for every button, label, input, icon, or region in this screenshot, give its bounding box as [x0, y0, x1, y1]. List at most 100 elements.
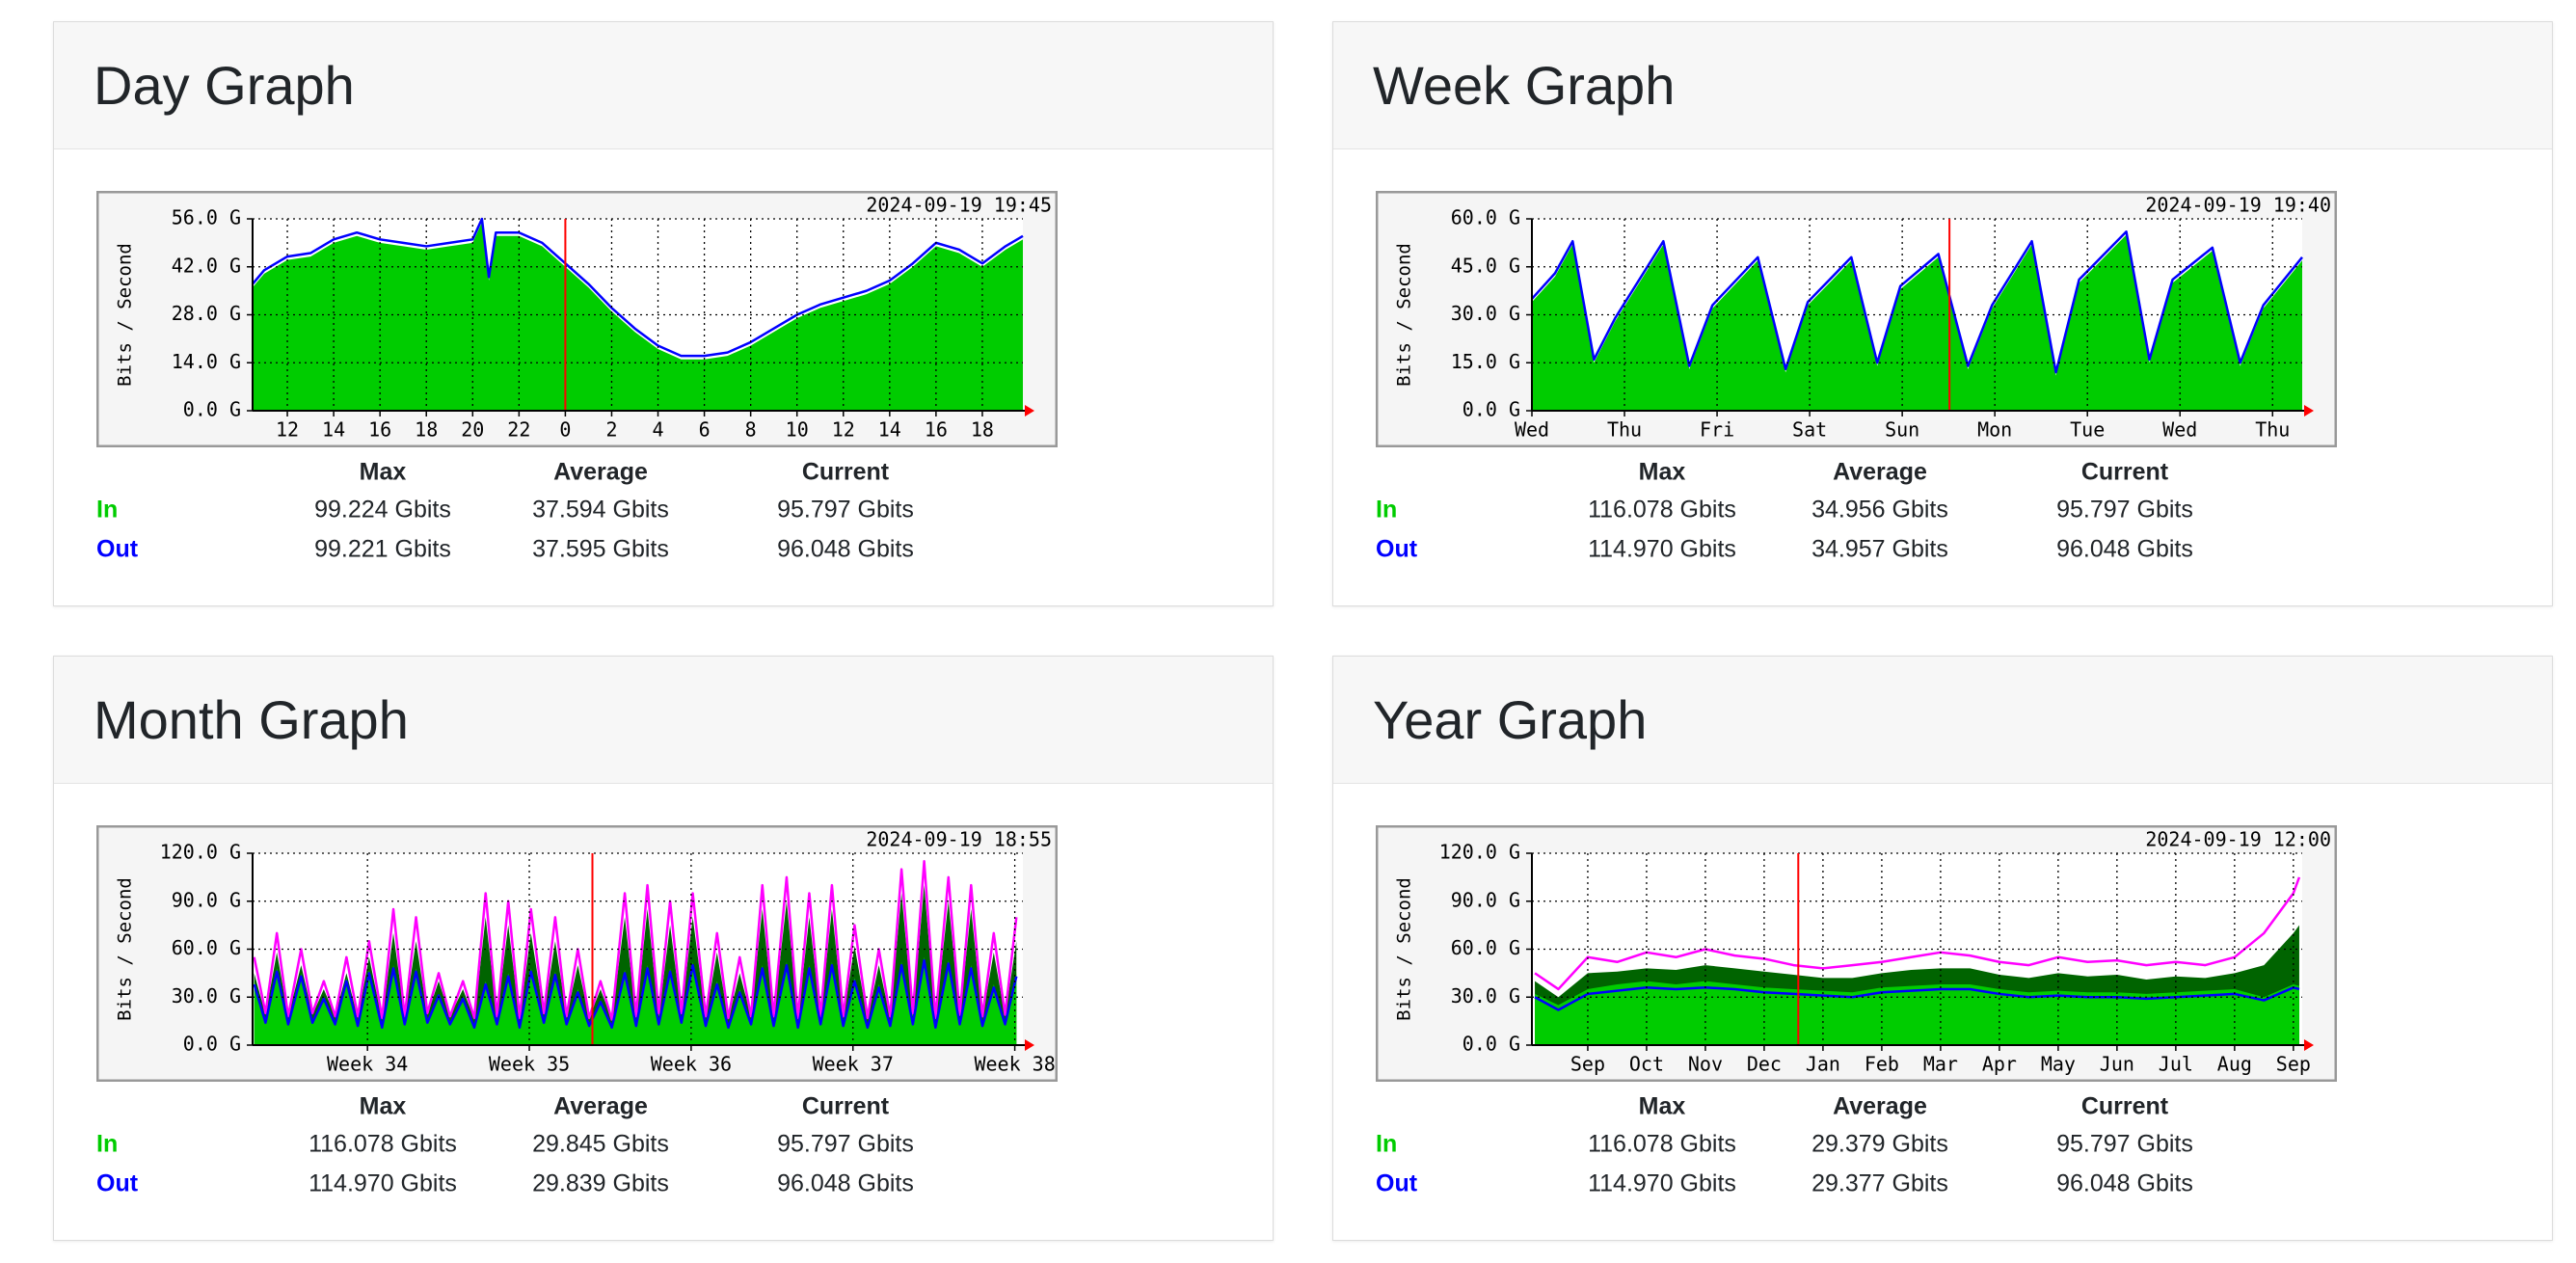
x-tick-label: 10: [786, 418, 809, 442]
series-area: [254, 956, 1017, 1045]
stats-cell: 37.595 Gbits: [532, 535, 669, 563]
x-tick-label: Tue: [2070, 418, 2105, 442]
x-tick-label: Thu: [2255, 418, 2290, 442]
x-tick-label: 18: [415, 418, 438, 442]
graph: 2024-09-19 19:45 Bits / Second 0.0 G 14.0 G…: [96, 191, 1058, 447]
x-tick-label: 22: [507, 418, 530, 442]
timestamp: 2024-09-19 18:55: [866, 828, 1052, 851]
stats-row-label: Out: [1376, 1169, 1418, 1197]
x-tick-label: 12: [276, 418, 299, 442]
y-tick-label: 60.0 G: [172, 936, 241, 959]
y-tick-label: 30.0 G: [1451, 984, 1520, 1008]
x-tick-label: Jul: [2159, 1053, 2193, 1076]
x-tick-label: 16: [368, 418, 391, 442]
y-tick-label: 56.0 G: [172, 206, 241, 229]
x-tick-label: Week 38: [974, 1053, 1055, 1076]
stats-cell: 95.797 Gbits: [777, 496, 914, 524]
x-tick-label: Sep: [1570, 1053, 1605, 1076]
panel-title: Week Graph: [1373, 55, 1676, 116]
y-tick-label: 15.0 G: [1451, 350, 1520, 373]
x-tick-label: Sep: [2276, 1053, 2311, 1076]
stats-cell: 116.078 Gbits: [309, 1130, 457, 1158]
graph: 2024-09-19 19:40 Bits / Second 0.0 G 15.0 G…: [1376, 191, 2337, 447]
stats-cell: 99.221 Gbits: [314, 535, 451, 563]
x-tick-label: 14: [878, 418, 901, 442]
stats-row-label: Out: [96, 1169, 139, 1197]
x-tick-label: 8: [745, 418, 757, 442]
stats-cell: 29.379 Gbits: [1811, 1130, 1948, 1158]
x-tick-label: Mon: [1977, 418, 2012, 442]
stats-row-label: In: [1376, 496, 1398, 524]
stats-header: Current: [801, 458, 890, 486]
y-axis-label: Bits / Second: [115, 243, 136, 387]
x-tick-label: 2: [605, 418, 617, 442]
x-tick-label: 0: [559, 418, 571, 442]
stats-cell: 37.594 Gbits: [532, 496, 669, 524]
stats-cell: 114.970 Gbits: [309, 1169, 457, 1197]
y-tick-label: 0.0 G: [183, 1033, 241, 1056]
y-tick-label: 0.0 G: [183, 398, 241, 421]
stats-cell: 96.048 Gbits: [777, 535, 914, 563]
x-tick-label: 18: [971, 418, 994, 442]
x-tick-label: Oct: [1629, 1053, 1664, 1076]
stats-header: Max: [1638, 458, 1686, 486]
stats-cell: 114.970 Gbits: [1588, 1169, 1736, 1197]
x-tick-label: May: [2041, 1053, 2076, 1076]
stats-header: Max: [359, 1092, 407, 1120]
stats-cell: 29.377 Gbits: [1811, 1169, 1948, 1197]
y-axis-label: Bits / Second: [115, 877, 136, 1021]
series-line: [253, 860, 1018, 1021]
x-tick-label: 4: [653, 418, 664, 442]
x-tick-label: Week 37: [813, 1053, 894, 1076]
y-tick-label: 0.0 G: [1462, 398, 1520, 421]
panel-header: Week Graph: [1333, 22, 2552, 149]
panel-title: Month Graph: [94, 689, 409, 750]
y-tick-label: 90.0 G: [1451, 888, 1520, 911]
axis-arrow: [2304, 405, 2314, 417]
panel-title: Day Graph: [94, 55, 355, 116]
stats-cell: 29.845 Gbits: [532, 1130, 669, 1158]
stats-cell: 96.048 Gbits: [777, 1169, 914, 1197]
x-tick-label: 20: [461, 418, 484, 442]
x-tick-label: Week 34: [327, 1053, 408, 1076]
x-tick-label: Week 35: [489, 1053, 570, 1076]
x-tick-label: Apr: [1982, 1053, 2017, 1076]
stats-cell: 95.797 Gbits: [777, 1130, 914, 1158]
x-tick-label: Jun: [2100, 1053, 2134, 1076]
stats-cell: 95.797 Gbits: [2056, 1130, 2193, 1158]
stats-header: Max: [1638, 1092, 1686, 1120]
series-line: [252, 217, 1024, 358]
timestamp: 2024-09-19 12:00: [2145, 828, 2331, 851]
y-tick-label: 14.0 G: [172, 350, 241, 373]
x-tick-label: Week 36: [651, 1053, 732, 1076]
y-tick-label: 90.0 G: [172, 888, 241, 911]
y-tick-label: 30.0 G: [172, 984, 241, 1008]
series-line: [1534, 986, 2300, 1011]
x-tick-label: 6: [699, 418, 711, 442]
panel-title: Year Graph: [1373, 689, 1648, 750]
x-tick-label: Nov: [1688, 1053, 1723, 1076]
x-tick-label: Sat: [1792, 418, 1827, 442]
panel-header: Month Graph: [54, 657, 1273, 784]
panel-header: Year Graph: [1333, 657, 2552, 784]
y-tick-label: 60.0 G: [1451, 206, 1520, 229]
stats-header: Average: [553, 458, 648, 486]
timestamp: 2024-09-19 19:45: [866, 194, 1052, 217]
stats-row-label: In: [96, 1130, 119, 1158]
stats-cell: 116.078 Gbits: [1588, 496, 1736, 524]
stats-cell: 34.957 Gbits: [1811, 535, 1948, 563]
axis-arrow: [1025, 405, 1034, 417]
stats-header: Average: [1833, 458, 1927, 486]
stats-cell: 34.956 Gbits: [1811, 496, 1948, 524]
x-tick-label: Fri: [1700, 418, 1734, 442]
panel: Month Graph 2024-09-19 18:55 Bits / Second…: [53, 656, 1274, 1241]
y-tick-label: 28.0 G: [172, 302, 241, 325]
y-tick-label: 45.0 G: [1451, 254, 1520, 277]
x-tick-label: 14: [322, 418, 345, 442]
stats-row-label: In: [1376, 1130, 1398, 1158]
stats-header: Current: [801, 1092, 890, 1120]
stats-cell: 96.048 Gbits: [2056, 535, 2193, 563]
y-axis-label: Bits / Second: [1394, 243, 1415, 387]
stats-header: Current: [2080, 1092, 2169, 1120]
